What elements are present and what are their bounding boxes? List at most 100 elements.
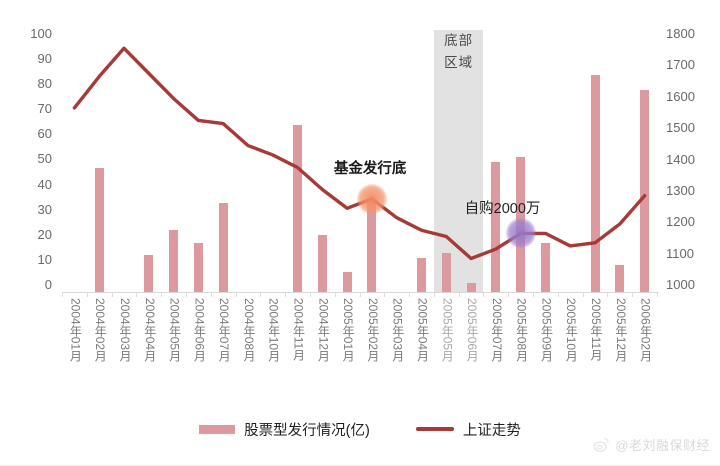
- legend-item-line[interactable]: 上证走势: [415, 419, 521, 440]
- x-label-2005年04月: 2005年04月: [415, 298, 430, 363]
- x-label-2005年09月: 2005年09月: [539, 298, 554, 363]
- x-tickmark: [533, 293, 535, 297]
- x-tickmark: [359, 293, 361, 297]
- y-left-tick: 90: [37, 51, 52, 67]
- y-left-tick: 40: [37, 176, 52, 192]
- x-label-2004年04月: 2004年04月: [142, 298, 157, 363]
- legend-item-bar[interactable]: 股票型发行情况(亿): [199, 419, 370, 440]
- x-label-2004年08月: 2004年08月: [241, 298, 256, 363]
- bar-2004年06月: [193, 242, 203, 293]
- point-marker-self-purchase: [505, 218, 536, 249]
- bar-2004年11月: [293, 124, 303, 293]
- y-left-tick: 30: [37, 201, 52, 217]
- x-tickmark: [260, 293, 262, 297]
- x-tickmark: [309, 293, 311, 297]
- x-label-2004年07月: 2004年07月: [217, 298, 232, 363]
- x-tickmark: [582, 293, 584, 297]
- y-right-tick: 1200: [666, 214, 695, 230]
- x-tickmark: [62, 293, 63, 297]
- index-trend-line: [72, 46, 647, 261]
- y-right-tick: 1500: [666, 120, 695, 136]
- x-label-2006年02月: 2006年02月: [638, 298, 653, 363]
- x-tickmark: [483, 293, 485, 297]
- y-left-tick: 100: [30, 26, 52, 41]
- x-label-2004年11月: 2004年11月: [291, 298, 306, 362]
- x-axis-baseline: [62, 292, 659, 293]
- x-tickmark: [161, 293, 163, 297]
- bar-2004年05月: [169, 230, 179, 293]
- watermark-text: @老刘融保财经: [615, 438, 710, 453]
- y-right-tick: 1000: [666, 277, 695, 293]
- chart-legend: 股票型发行情况(亿) 上证走势: [0, 412, 720, 446]
- y-left-tick: 20: [37, 226, 52, 242]
- x-label-2004年06月: 2004年06月: [192, 298, 207, 363]
- bar-2005年05月: [441, 252, 451, 293]
- x-label-2005年01月: 2005年01月: [341, 298, 356, 363]
- point-marker-fund-issue-bottom: [356, 183, 387, 214]
- y-left-tick: 50: [37, 151, 52, 167]
- x-tickmark: [285, 293, 287, 297]
- y-left-tick: 70: [37, 101, 52, 117]
- x-tickmark: [384, 293, 386, 297]
- y-axis-right: 1800 1700 1600 1500 1400 1300 1200 1100 …: [666, 26, 718, 317]
- x-tickmark: [657, 293, 658, 297]
- bottom-region-label-line2: 区域: [444, 55, 474, 70]
- y-right-tick: 1400: [666, 151, 695, 167]
- x-label-2005年02月: 2005年02月: [365, 298, 380, 363]
- bar-2004年07月: [218, 202, 228, 293]
- y-right-tick: 1300: [666, 182, 695, 198]
- x-tickmark: [334, 293, 336, 297]
- bar-2005年12月: [615, 265, 625, 293]
- x-tickmark: [458, 293, 460, 297]
- x-label-2004年05月: 2004年05月: [167, 298, 182, 363]
- y-left-tick: 60: [37, 126, 52, 142]
- bottom-region-label-line1: 底部: [444, 33, 474, 48]
- legend-label-line: 上证走势: [462, 422, 521, 439]
- bar-2005年09月: [540, 242, 550, 293]
- x-label-2004年03月: 2004年03月: [117, 298, 132, 363]
- x-tickmark: [136, 293, 138, 297]
- x-tickmark: [86, 293, 88, 297]
- x-label-2004年10月: 2004年10月: [266, 298, 281, 363]
- weibo-logo-icon: [593, 437, 609, 452]
- plot-area: 底部 区域: [62, 30, 657, 293]
- y-axis-left: 100 90 80 70 60 50 40 30 20 10 0: [0, 26, 52, 310]
- x-label-2005年12月: 2005年12月: [613, 298, 628, 363]
- bar-2005年04月: [416, 257, 426, 293]
- y-left-tick: 80: [37, 76, 52, 92]
- y-right-tick: 1800: [666, 26, 695, 41]
- x-tickmark: [557, 293, 559, 297]
- bottom-region-label: 底部 区域: [429, 30, 489, 74]
- x-label-2005年03月: 2005年03月: [390, 298, 405, 363]
- x-label-2005年05月: 2005年05月: [440, 298, 455, 363]
- y-right-tick: 1100: [666, 245, 694, 261]
- x-tickmark: [185, 293, 187, 297]
- bar-2004年12月: [317, 235, 327, 293]
- x-label-2004年12月: 2004年12月: [316, 298, 331, 363]
- x-label-2004年02月: 2004年02月: [93, 298, 108, 363]
- x-tickmark: [409, 293, 411, 297]
- bar-2005年02月: [367, 200, 377, 293]
- y-left-tick: 0: [44, 276, 52, 292]
- bar-2005年01月: [342, 271, 352, 293]
- x-tickmark: [111, 293, 113, 297]
- legend-swatch-line-icon: [415, 427, 454, 431]
- x-tickmark: [433, 293, 435, 297]
- bar-2004年04月: [144, 255, 154, 293]
- bar-2006年02月: [640, 89, 650, 293]
- x-label-2004年01月: 2004年01月: [68, 298, 83, 363]
- x-tickmark: [210, 293, 212, 297]
- y-right-tick: 1600: [666, 88, 695, 104]
- x-tickmark: [235, 293, 237, 297]
- x-tickmark: [508, 293, 510, 297]
- bar-2005年11月: [590, 74, 600, 293]
- x-tickmark: [607, 293, 609, 297]
- legend-swatch-bar-icon: [199, 424, 236, 434]
- watermark: @老刘融保财经: [593, 435, 710, 454]
- bar-2004年02月: [94, 167, 104, 293]
- x-tickmark: [632, 293, 634, 297]
- y-left-tick: 10: [37, 251, 52, 267]
- annotation-self-purchase: 自购2000万: [464, 201, 541, 218]
- x-label-2005年08月: 2005年08月: [514, 298, 529, 363]
